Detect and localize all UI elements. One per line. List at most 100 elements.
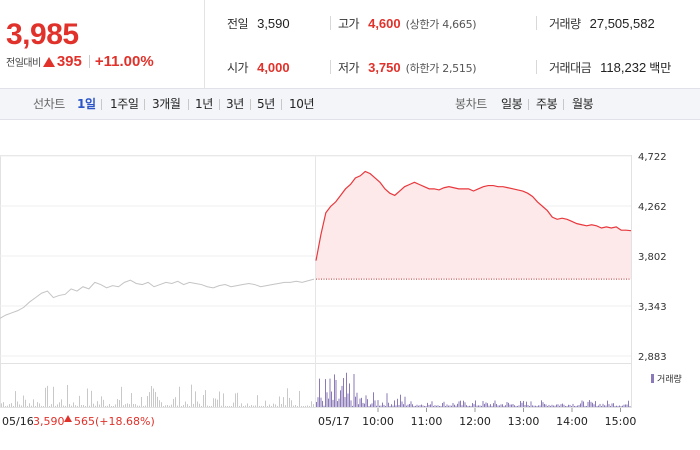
volume-bar — [91, 390, 92, 407]
volume-bar — [370, 404, 371, 407]
volume-bar — [199, 403, 200, 407]
volume-bar — [622, 405, 623, 407]
volume-bar — [395, 405, 397, 407]
volume-bar — [371, 403, 373, 407]
volume-bar — [365, 395, 367, 407]
volume-bar — [541, 400, 542, 407]
volume-bar — [69, 404, 70, 407]
volume-bar — [97, 401, 98, 407]
volume-bar — [517, 405, 518, 407]
volume-bar — [481, 405, 482, 407]
y-tick-label: 3,802 — [638, 252, 667, 263]
volume-bar — [107, 405, 108, 407]
volume-bar — [197, 401, 198, 407]
volume-bar — [472, 403, 473, 407]
high-value: 4,600 — [368, 16, 401, 31]
volume-bar — [57, 404, 58, 407]
candle-tab-weekly[interactable]: 주봉 — [536, 97, 558, 111]
volume-bar — [484, 403, 485, 407]
volume-bar — [109, 403, 110, 407]
volume-bar — [437, 405, 439, 407]
volume-bar — [326, 392, 328, 407]
volume-bar — [71, 405, 72, 407]
volume-bar — [17, 401, 18, 407]
volume-bar — [43, 405, 44, 407]
volume-bar — [478, 405, 479, 407]
volume-bar — [613, 403, 614, 407]
y-tick-label: 4,722 — [638, 152, 667, 163]
volume-bar — [455, 405, 457, 407]
y-axis-ticks: 4,722 4,262 3,802 3,343 2,883 — [638, 152, 667, 363]
volume-bar — [332, 399, 334, 407]
period-tab-10y[interactable]: 10년 — [289, 97, 315, 111]
volume-bar — [443, 401, 445, 407]
candle-tab-daily[interactable]: 일봉 — [501, 97, 523, 111]
volume-bar — [410, 401, 412, 407]
volume-bar — [493, 403, 494, 407]
volume-bar — [604, 405, 605, 407]
period-tab-1y[interactable]: 1년 — [195, 97, 213, 111]
volume-bar — [203, 395, 204, 407]
volume-bar — [75, 405, 76, 407]
period-tab-3y[interactable]: 3년 — [226, 97, 244, 111]
high-cell: 고가 4,600 (상한가 4,665) — [338, 15, 477, 32]
volume-bar — [442, 403, 443, 407]
period-tab-3m[interactable]: 3개월 — [152, 97, 181, 111]
volume-bar — [139, 405, 140, 407]
volume-bar — [574, 405, 575, 407]
divider — [188, 99, 189, 110]
volume-bar — [217, 399, 218, 407]
volume-bar — [19, 404, 20, 407]
volume-bar — [253, 405, 254, 407]
volume-bar — [311, 401, 312, 407]
divider — [536, 60, 537, 74]
volume-bar — [41, 405, 42, 407]
up-triangle-icon — [42, 56, 55, 67]
volume-bar — [145, 405, 146, 407]
volume-bar — [359, 398, 361, 407]
volume-bar — [129, 404, 130, 407]
volume-legend-swatch — [651, 374, 654, 383]
volume-bar — [491, 405, 493, 407]
volume-bar — [119, 400, 120, 407]
volume-bar — [416, 404, 418, 407]
volume-bar — [473, 404, 475, 407]
volume-bar — [27, 405, 28, 407]
volume-bar — [31, 405, 32, 407]
volume-bar — [235, 393, 236, 407]
volume-label: 거래량 — [549, 17, 581, 31]
divider — [563, 99, 564, 110]
volume-bar — [7, 405, 8, 407]
volume-bar — [13, 405, 14, 407]
volume-bar — [259, 405, 260, 407]
volume-bar — [577, 405, 578, 407]
volume-bar — [346, 372, 347, 407]
volume-bar — [500, 404, 502, 407]
volume-bar — [364, 403, 365, 407]
change-amount: 395 — [56, 53, 82, 70]
volume-bar — [227, 405, 228, 407]
volume-bar — [127, 403, 128, 407]
volume-bar — [598, 405, 599, 407]
period-tab-5y[interactable]: 5년 — [257, 97, 275, 111]
volume-bar — [565, 405, 566, 407]
volume-bar — [617, 405, 619, 407]
volume-bar — [562, 403, 563, 407]
volume-bar — [575, 405, 577, 407]
volume-bar — [93, 403, 94, 407]
volume-bar — [358, 404, 359, 407]
period-tab-1d[interactable]: 1일 — [77, 97, 96, 111]
volume-bar — [611, 403, 613, 407]
volume-bar — [373, 392, 374, 407]
volume-bar — [458, 401, 460, 407]
volume-bar — [85, 405, 86, 407]
volume-bar — [361, 397, 362, 407]
volume-bar — [391, 404, 392, 407]
volume-bar — [307, 405, 308, 407]
volume-bar — [524, 404, 526, 407]
volume-bar — [147, 396, 148, 407]
volume-bar — [101, 396, 102, 407]
volume-bar — [379, 405, 380, 407]
period-tab-1w[interactable]: 1주일 — [110, 97, 139, 111]
candle-tab-monthly[interactable]: 월봉 — [572, 97, 594, 111]
